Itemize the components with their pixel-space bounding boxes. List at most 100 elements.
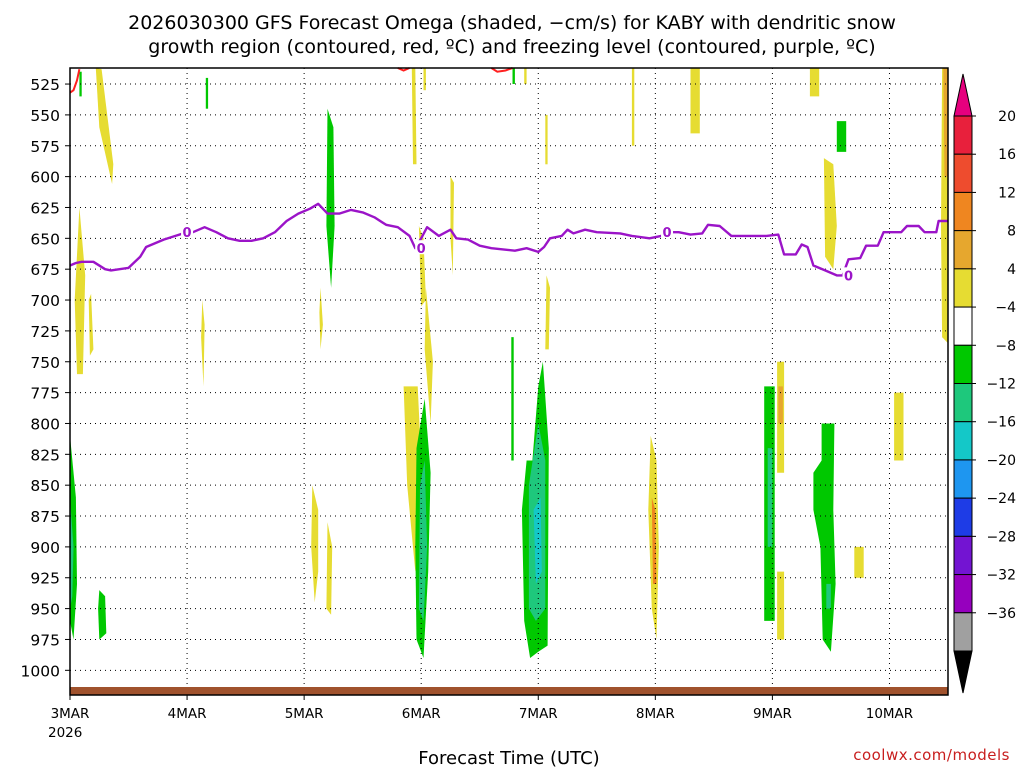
y-tick-label: 775 <box>30 385 60 403</box>
y-tick-label: 550 <box>30 107 60 125</box>
x-tick-label: 9MAR <box>753 706 792 722</box>
omega-region-21 <box>512 68 515 84</box>
colorbar-band <box>953 230 973 270</box>
freezing-level-label: 0 <box>417 242 426 257</box>
colorbar-band <box>953 268 973 308</box>
omega-region-43 <box>854 546 864 578</box>
colorbar-band <box>953 115 973 155</box>
omega-region-46 <box>943 68 948 177</box>
x-axis-year-label: 2026 <box>48 725 82 741</box>
colorbar-bottom-arrow <box>953 650 973 694</box>
omega-region-7 <box>205 77 209 109</box>
y-tick-label: 975 <box>30 631 60 649</box>
x-axis-label: Forecast Time (UTC) <box>418 748 599 768</box>
omega-region-12 <box>326 522 333 615</box>
y-tick-label: 650 <box>30 230 60 248</box>
x-tick-label: 8MAR <box>636 706 675 722</box>
freezing-level-label: 0 <box>183 226 192 241</box>
x-tick-label: 3MAR <box>51 706 90 722</box>
omega-region-0 <box>95 68 114 184</box>
colorbar-label: −8 <box>995 338 1016 354</box>
omega-region-8 <box>201 300 205 387</box>
omega-region-10 <box>319 287 323 350</box>
colorbar-label: 16 <box>998 147 1016 163</box>
y-tick-label: 750 <box>30 354 60 372</box>
chart-title-line-1: 2026030300 GFS Forecast Omega (shaded, −… <box>128 12 896 34</box>
freezing-level-label: 0 <box>663 226 672 241</box>
omega-region-29 <box>631 68 635 146</box>
omega-region-40 <box>777 571 785 640</box>
colorbar-label: −24 <box>986 491 1016 507</box>
site-credit: coolwx.com/models <box>853 746 1010 764</box>
colorbar-band <box>953 421 973 461</box>
colorbar-label: −32 <box>986 568 1016 584</box>
omega-shading <box>70 68 948 658</box>
y-tick-label: 675 <box>30 261 60 279</box>
colorbar-label: −20 <box>986 453 1016 469</box>
x-tick-label: 4MAR <box>168 706 207 722</box>
ground-terrain-band <box>70 687 948 695</box>
freezing-level-label-bg <box>415 240 428 255</box>
omega-region-9 <box>326 108 335 288</box>
omega-region-5 <box>98 590 107 640</box>
omega-region-33 <box>809 68 820 97</box>
colorbar-label: 12 <box>998 185 1016 201</box>
y-tick-label: 525 <box>30 76 60 94</box>
y-tick-label: 725 <box>30 323 60 341</box>
freezing-level-contour: 0 0 0 0 <box>69 202 948 284</box>
freezing-level-line <box>69 202 948 277</box>
omega-region-25 <box>545 275 550 350</box>
dendritic-growth-contours <box>69 67 513 94</box>
x-tick-label: 7MAR <box>519 706 558 722</box>
colorbar-band <box>953 191 973 232</box>
omega-region-37 <box>767 448 773 547</box>
x-tick-label: 5MAR <box>285 706 324 722</box>
omega-region-13 <box>411 68 417 165</box>
dgz-contour-1 <box>490 67 513 73</box>
colorbar-band <box>953 574 973 614</box>
dgz-contour-0 <box>69 68 81 94</box>
freezing-level-label-bg <box>661 224 674 239</box>
colorbar-label: −4 <box>995 300 1016 316</box>
omega-region-20 <box>423 68 426 91</box>
omega-region-39 <box>778 386 783 424</box>
colorbar-label: −28 <box>986 529 1016 545</box>
colorbar-band <box>953 535 973 576</box>
y-tick-label: 600 <box>30 169 60 187</box>
y-tick-label: 875 <box>30 508 60 526</box>
colorbar-label: 4 <box>1007 262 1016 278</box>
y-axis-ticks: 525 550 575 600 625 650 675 700 725 750 775 800 825 8… <box>21 76 70 680</box>
colorbar-label: −36 <box>986 606 1016 622</box>
colorbar-band <box>953 153 973 193</box>
omega-region-32 <box>690 68 700 134</box>
y-tick-label: 800 <box>30 415 60 433</box>
plot-area: 0 0 0 0 <box>69 67 949 696</box>
omega-region-2 <box>88 293 94 356</box>
y-tick-label: 825 <box>30 446 60 464</box>
omega-region-18 <box>418 460 428 621</box>
colorbar-band <box>953 344 973 384</box>
colorbar-band <box>953 459 973 499</box>
y-tick-label: 700 <box>30 292 60 310</box>
omega-region-22 <box>524 68 527 84</box>
omega-region-24 <box>545 114 548 165</box>
y-tick-label: 900 <box>30 539 60 557</box>
y-tick-label: 1000 <box>21 662 60 680</box>
omega-region-35 <box>823 158 837 270</box>
colorbar-top-arrow <box>953 73 973 117</box>
colorbar-band <box>953 612 973 652</box>
chart-title-line-2: growth region (contoured, red, ºC) and f… <box>148 36 875 58</box>
omega-region-4 <box>70 497 74 609</box>
omega-region-15 <box>424 287 433 424</box>
omega-region-23 <box>511 337 514 461</box>
colorbar-label: −16 <box>986 415 1016 431</box>
colorbar-band <box>953 383 973 423</box>
omega-region-44 <box>894 392 904 461</box>
y-tick-label: 925 <box>30 570 60 588</box>
colorbar-label: 20 <box>998 109 1016 125</box>
omega-region-31 <box>651 497 657 584</box>
omega-colorbar: 20 16 12 8 4 −4 −8 −12 −16 −20 −24 −28 −32 −36 <box>953 73 1016 694</box>
colorbar-label: −12 <box>986 377 1016 393</box>
y-tick-label: 625 <box>30 199 60 217</box>
